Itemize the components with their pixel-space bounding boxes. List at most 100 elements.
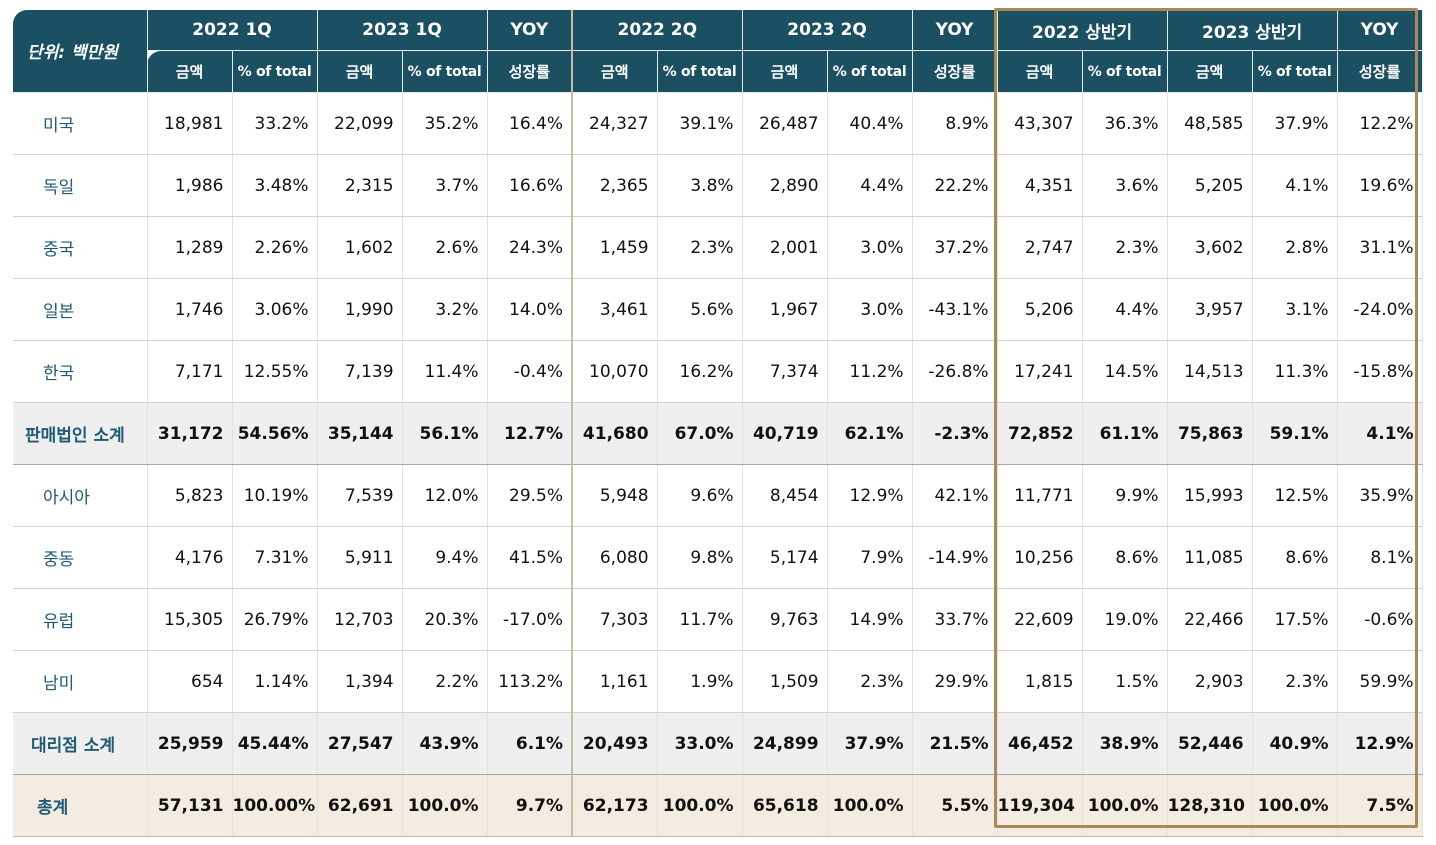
subheader-growth: 성장률: [487, 50, 574, 93]
table-cell: 48,585: [1167, 92, 1253, 155]
table-cell: 100.0%: [1252, 774, 1338, 837]
table-cell: 43.9%: [402, 712, 488, 775]
table-cell: 4.1%: [1252, 154, 1338, 217]
table-cell: -15.8%: [1337, 340, 1423, 403]
table-cell: 11,085: [1167, 526, 1253, 589]
table-cell: 27,547: [317, 712, 403, 775]
table-cell: 5,911: [317, 526, 403, 589]
table-cell: 3.06%: [232, 278, 318, 341]
table-cell: 7.9%: [827, 526, 913, 589]
table-cell: 38.9%: [1082, 712, 1168, 775]
table-cell: 4,176: [147, 526, 233, 589]
table-cell: 2.3%: [1082, 216, 1168, 279]
row-label: 유럽: [13, 588, 148, 651]
table-cell: 2,001: [742, 216, 828, 279]
table-cell: 7.5%: [1337, 774, 1423, 837]
row-label: 중동: [13, 526, 148, 589]
table-cell: 61.1%: [1082, 402, 1168, 465]
table-cell: 3.6%: [1082, 154, 1168, 217]
table-cell: 56.1%: [402, 402, 488, 465]
table-cell: 67.0%: [657, 402, 743, 465]
table-cell: -14.9%: [912, 526, 998, 589]
subheader-growth: 성장률: [912, 50, 998, 93]
table-cell: 4.1%: [1337, 402, 1423, 465]
table-cell: 17,241: [997, 340, 1083, 403]
table-cell: 6,080: [572, 526, 658, 589]
header-yoy-2q: YOY: [912, 10, 998, 51]
table-cell: 65,618: [742, 774, 828, 837]
table-cell: 22.2%: [912, 154, 998, 217]
table-cell: 1,986: [147, 154, 233, 217]
table-cell: 37.9%: [1252, 92, 1338, 155]
table-cell: 62,173: [572, 774, 658, 837]
table-cell: 8.9%: [912, 92, 998, 155]
table-cell: 12,703: [317, 588, 403, 651]
table-cell: 42.1%: [912, 464, 998, 527]
subheader-amount: 금액: [572, 50, 658, 93]
table-cell: 21.5%: [912, 712, 998, 775]
table-cell: -26.8%: [912, 340, 998, 403]
table-cell: 1.9%: [657, 650, 743, 713]
header-2022-1q: 2022 1Q: [147, 10, 318, 51]
table-row: 한국 7,171 12.55% 7,139 11.4% -0.4% 10,070 16.2% 7…: [13, 340, 1423, 403]
table-cell: 41,680: [572, 402, 658, 465]
table-cell: 36.3%: [1082, 92, 1168, 155]
table-cell: -0.6%: [1337, 588, 1423, 651]
subheader-pct: % of total: [402, 50, 488, 93]
table-cell: 1.14%: [232, 650, 318, 713]
table-cell: 7.31%: [232, 526, 318, 589]
table-cell: 62.1%: [827, 402, 913, 465]
table-cell: 5,206: [997, 278, 1083, 341]
table-cell: 19.6%: [1337, 154, 1423, 217]
table-cell: 10.19%: [232, 464, 318, 527]
table-cell: 8,454: [742, 464, 828, 527]
header-row-periods: 단위: 백만원 2022 1Q 2023 1Q YOY 2022 2Q 2023…: [13, 10, 1423, 93]
table-cell: 113.2%: [487, 650, 574, 713]
row-label: 일본: [13, 278, 148, 341]
table-row: 남미 654 1.14% 1,394 2.2% 113.2% 1,161 1.9% 1,509 2…: [13, 650, 1423, 713]
header-2022-h1: 2022 상반기: [997, 10, 1168, 51]
row-label: 판매법인 소계: [13, 402, 148, 465]
table-cell: 14.5%: [1082, 340, 1168, 403]
table-cell: 12.2%: [1337, 92, 1423, 155]
table-cell: 59.1%: [1252, 402, 1338, 465]
table-cell: 654: [147, 650, 233, 713]
table-cell: 9,763: [742, 588, 828, 651]
row-label: 한국: [13, 340, 148, 403]
data-table-container: 단위: 백만원 2022 1Q 2023 1Q YOY 2022 2Q 2023…: [13, 10, 1423, 837]
table-cell: 40.4%: [827, 92, 913, 155]
table-cell: 2.26%: [232, 216, 318, 279]
table-cell: -43.1%: [912, 278, 998, 341]
table-row: 유럽 15,305 26.79% 12,703 20.3% -17.0% 7,303 11.7…: [13, 588, 1423, 651]
table-cell: 2.6%: [402, 216, 488, 279]
table-cell: 24.3%: [487, 216, 574, 279]
row-label: 중국: [13, 216, 148, 279]
table-cell: 12.55%: [232, 340, 318, 403]
table-cell: -2.3%: [912, 402, 998, 465]
table-cell: 2.3%: [657, 216, 743, 279]
header-row-metrics: 금액 % of total 금액 % of total 성장률 금액 % of …: [13, 50, 1423, 93]
table-cell: 31,172: [147, 402, 233, 465]
table-cell: 8.6%: [1252, 526, 1338, 589]
table-cell: 22,466: [1167, 588, 1253, 651]
table-cell: 1,746: [147, 278, 233, 341]
row-label: 남미: [13, 650, 148, 713]
subheader-amount: 금액: [317, 50, 403, 93]
table-cell: 62,691: [317, 774, 403, 837]
table-cell: 1,967: [742, 278, 828, 341]
table-cell: 3.2%: [402, 278, 488, 341]
table-cell: 9.6%: [657, 464, 743, 527]
table-cell: 17.5%: [1252, 588, 1338, 651]
table-cell: 7,539: [317, 464, 403, 527]
subheader-pct: % of total: [1082, 50, 1168, 93]
table-cell: 20.3%: [402, 588, 488, 651]
table-cell: 25,959: [147, 712, 233, 775]
table-cell: 100.0%: [657, 774, 743, 837]
table-cell: 8.6%: [1082, 526, 1168, 589]
table-cell: 12.9%: [1337, 712, 1423, 775]
table-cell: 100.0%: [1082, 774, 1168, 837]
unit-label: 단위: 백만원: [13, 10, 148, 93]
table-cell: 9.4%: [402, 526, 488, 589]
table-cell: 119,304: [997, 774, 1083, 837]
table-cell: 3.1%: [1252, 278, 1338, 341]
